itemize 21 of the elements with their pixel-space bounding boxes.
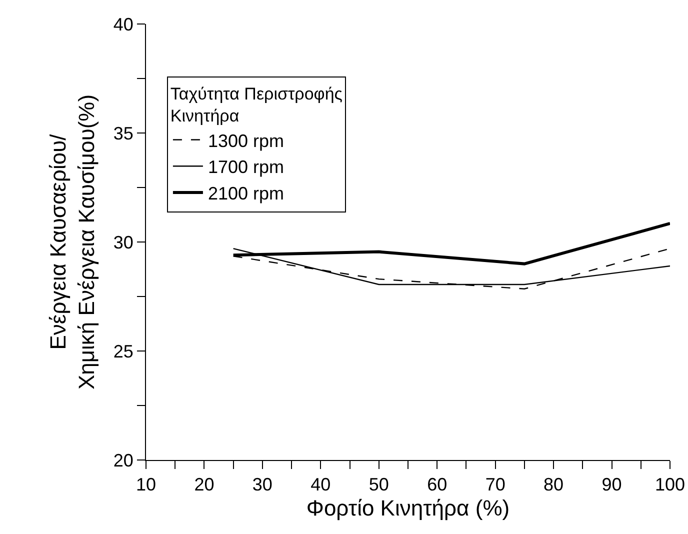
legend-label: 2100 rpm — [208, 184, 284, 204]
x-tick-label: 10 — [136, 474, 156, 495]
y-tick-label: 25 — [113, 341, 134, 362]
x-tick-label: 20 — [194, 474, 214, 495]
y-tick-label: 30 — [113, 232, 134, 252]
x-tick-label: 100 — [654, 474, 686, 495]
x-tick-label: 90 — [602, 474, 622, 495]
y-tick-label: 20 — [113, 450, 134, 470]
x-tick-label: 70 — [485, 474, 506, 495]
y-tick-label: 40 — [113, 14, 134, 34]
x-tick-label: 40 — [310, 474, 331, 495]
x-tick-label: 80 — [544, 474, 564, 495]
legend-label: 1700 rpm — [208, 157, 284, 178]
legend-title: Ταχύτητα Περιστροφής Κινητήρα — [170, 84, 342, 126]
legend-label: 1300 rpm — [208, 130, 284, 151]
x-tick-label: 50 — [368, 474, 389, 495]
x-tick-label: 60 — [427, 474, 448, 495]
y-axis-title: Ενέργεια Καυσαερίου/ Χημική Ενέργεια Καυσίμου(%) — [46, 94, 100, 390]
x-axis-title: Φορτίο Κινητήρα (%) — [306, 496, 510, 520]
x-tick-label: 30 — [252, 474, 272, 495]
y-tick-label: 35 — [113, 123, 134, 144]
